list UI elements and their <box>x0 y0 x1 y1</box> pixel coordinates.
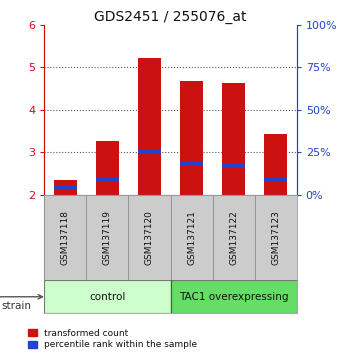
Text: GSM137118: GSM137118 <box>61 210 70 265</box>
Bar <box>170 280 297 314</box>
Bar <box>180 162 203 166</box>
Bar <box>96 141 119 195</box>
Text: TAC1 overexpressing: TAC1 overexpressing <box>179 292 288 302</box>
Bar <box>138 149 161 154</box>
Bar <box>44 195 86 280</box>
Legend: transformed count, percentile rank within the sample: transformed count, percentile rank withi… <box>28 329 197 349</box>
Text: GSM137122: GSM137122 <box>229 210 238 265</box>
Bar <box>129 195 170 280</box>
Bar <box>54 185 77 189</box>
Bar <box>86 195 129 280</box>
Bar <box>180 81 203 195</box>
Bar <box>222 164 245 168</box>
Bar <box>54 180 77 195</box>
Text: GSM137119: GSM137119 <box>103 210 112 265</box>
Bar <box>96 177 119 181</box>
Text: strain: strain <box>2 301 32 311</box>
Bar <box>138 58 161 195</box>
Bar <box>222 84 245 195</box>
Bar <box>212 195 255 280</box>
Text: GSM137120: GSM137120 <box>145 210 154 265</box>
Text: control: control <box>89 292 125 302</box>
Text: GSM137121: GSM137121 <box>187 210 196 265</box>
Bar <box>170 195 212 280</box>
Bar <box>255 195 297 280</box>
Title: GDS2451 / 255076_at: GDS2451 / 255076_at <box>94 10 247 24</box>
Text: GSM137123: GSM137123 <box>271 210 280 265</box>
Bar <box>264 134 287 195</box>
Bar <box>44 280 170 314</box>
Bar <box>264 177 287 181</box>
